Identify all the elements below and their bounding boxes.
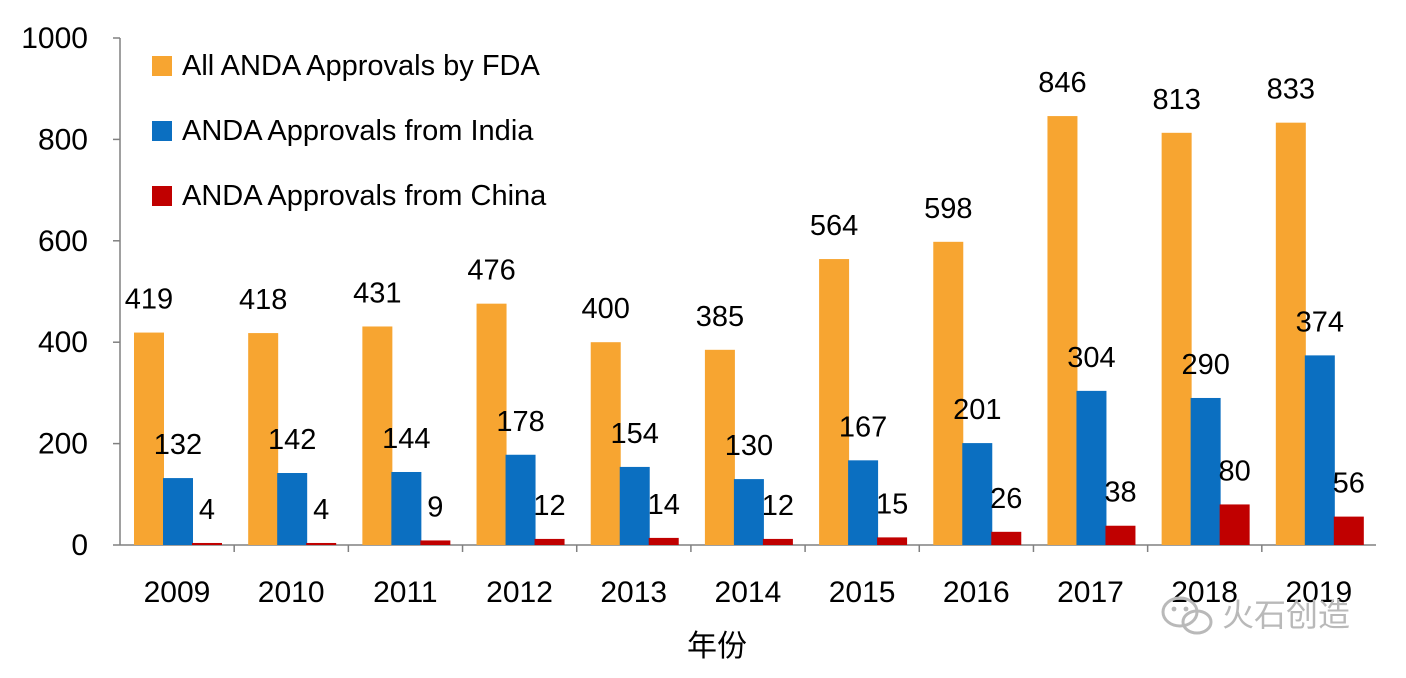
bar-india: [163, 478, 193, 545]
data-label: 26: [990, 483, 1022, 515]
bar-india: [1304, 355, 1335, 545]
bar-china: [306, 542, 337, 545]
data-label: 476: [467, 255, 515, 287]
bar-all: [248, 333, 279, 545]
y-tick-label: 400: [38, 326, 88, 359]
x-tick-label: 2015: [829, 576, 896, 609]
bar-india: [962, 443, 993, 545]
data-label: 130: [725, 430, 773, 462]
bar-all: [1047, 116, 1078, 545]
data-label: 290: [1181, 349, 1229, 381]
data-label: 598: [924, 193, 972, 225]
watermark: 火石创造: [1161, 596, 1350, 635]
data-label: 813: [1152, 84, 1200, 116]
x-tick-label: 2009: [144, 576, 211, 609]
bar-china: [534, 538, 565, 545]
legend-swatch: [152, 56, 172, 76]
y-tick-label: 200: [38, 428, 88, 461]
x-axis: 2009 2010 2011 2012 2013 2014 2015 2016 2017 2018…: [120, 544, 1376, 609]
bar-china: [877, 537, 908, 545]
y-tick-label: 1000: [21, 22, 88, 55]
data-label: 144: [382, 423, 430, 455]
x-tick-label: 2017: [1057, 576, 1124, 609]
bar-india: [733, 479, 764, 545]
data-label: 154: [611, 418, 659, 450]
data-label: 56: [1333, 468, 1365, 500]
y-axis: 0 200 400 600 800 1000: [21, 22, 121, 562]
data-label: 4: [313, 494, 329, 526]
bar-china: [420, 540, 451, 545]
data-label: 132: [154, 429, 202, 461]
x-tick-label: 2013: [600, 576, 667, 609]
y-tick-label: 0: [71, 529, 88, 562]
bar-india: [1076, 390, 1107, 545]
data-label: 12: [533, 490, 565, 522]
legend-label: All ANDA Approvals by FDA: [182, 50, 540, 82]
data-label: 142: [268, 424, 316, 456]
y-tick-label: 800: [38, 123, 88, 156]
watermark-text: 火石创造: [1222, 597, 1350, 633]
bar-china: [648, 537, 679, 545]
bar-china: [192, 542, 222, 545]
data-label: 846: [1038, 67, 1086, 99]
data-label: 14: [648, 489, 680, 521]
x-axis-title: 年份: [687, 630, 747, 663]
data-label: 80: [1219, 455, 1251, 487]
x-tick-label: 2014: [715, 576, 782, 609]
data-label: 12: [762, 490, 794, 522]
legend-label: ANDA Approvals from India: [182, 115, 534, 147]
data-label: 9: [427, 491, 443, 523]
data-label: 400: [582, 293, 630, 325]
bars: [134, 116, 1364, 545]
wechat-icon: [1161, 596, 1213, 635]
data-label: 418: [239, 284, 287, 316]
data-label: 178: [496, 406, 544, 438]
data-label: 201: [953, 394, 1001, 426]
bar-all: [1275, 122, 1306, 545]
data-label: 431: [353, 277, 401, 309]
bar-all: [590, 342, 621, 545]
data-label: 564: [810, 210, 858, 242]
legend-swatch: [152, 186, 172, 206]
x-tick-label: 2010: [258, 576, 325, 609]
bar-china: [1219, 504, 1250, 545]
bar-india: [391, 471, 422, 545]
legend-swatch: [152, 121, 172, 141]
data-label: 38: [1104, 477, 1136, 509]
bar-all: [362, 326, 393, 545]
legend-label: ANDA Approvals from China: [182, 180, 547, 212]
x-tick-label: 2011: [373, 576, 438, 609]
bar-china: [991, 531, 1022, 545]
bar-china: [1105, 525, 1136, 545]
data-label: 385: [696, 301, 744, 333]
legend: All ANDA Approvals by FDA ANDA Approvals …: [152, 50, 547, 212]
bar-india: [277, 473, 308, 545]
bar-india: [619, 466, 650, 545]
data-label: 4: [199, 494, 215, 526]
bar-india: [848, 460, 879, 545]
bar-all: [819, 259, 850, 545]
data-labels: 4191324418142443114494761781240015414385…: [125, 67, 1365, 526]
x-tick-label: 2016: [943, 576, 1010, 609]
y-tick-label: 600: [38, 225, 88, 258]
data-label: 419: [125, 284, 173, 316]
data-label: 374: [1296, 306, 1344, 338]
x-tick-label: 2018: [1171, 576, 1238, 609]
bar-china: [762, 538, 793, 545]
data-label: 304: [1067, 342, 1115, 374]
bar-all: [134, 332, 164, 545]
bar-all: [933, 241, 964, 545]
x-tick-label: 2012: [486, 576, 553, 609]
bar-all: [704, 349, 735, 545]
bar-all: [1161, 132, 1192, 545]
bar-china: [1333, 516, 1364, 545]
data-label: 833: [1267, 74, 1315, 106]
x-tick-label: 2019: [1285, 576, 1352, 609]
bar-all: [476, 303, 507, 545]
bar-india: [1190, 397, 1221, 545]
data-label: 15: [876, 488, 908, 520]
bar-india: [505, 454, 536, 545]
data-label: 167: [839, 411, 887, 443]
